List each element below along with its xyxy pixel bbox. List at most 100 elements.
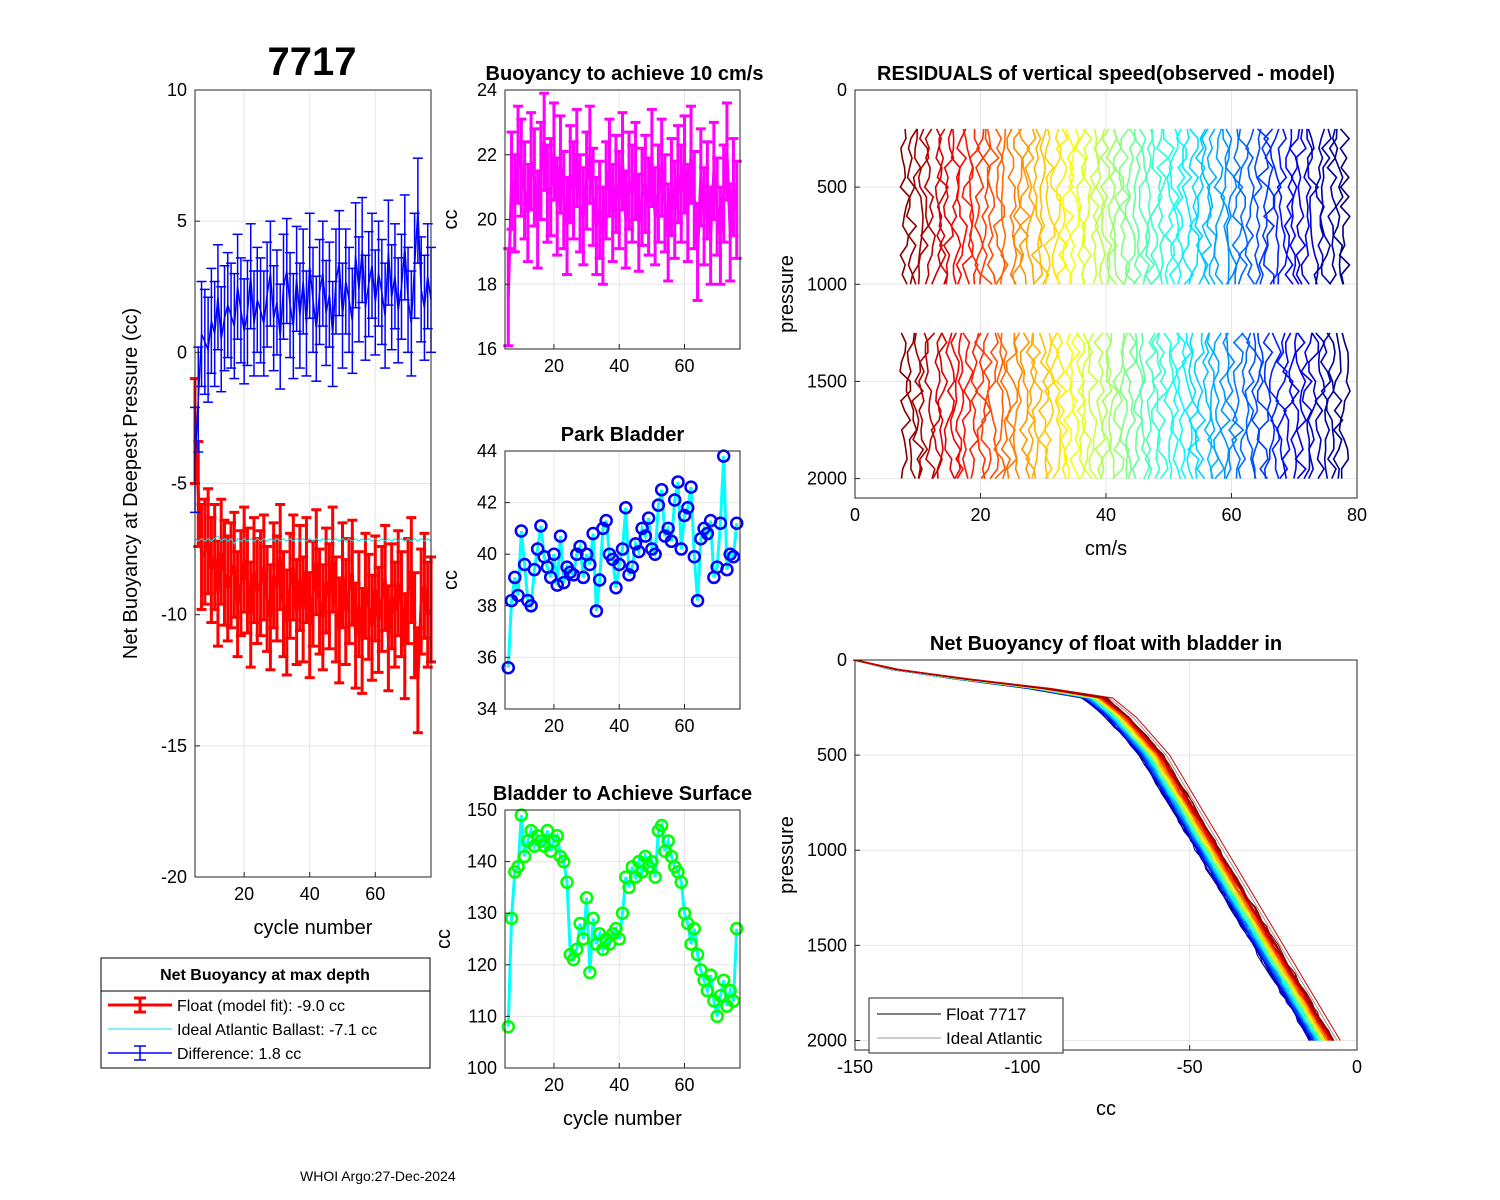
data-point	[514, 524, 529, 538]
data-point	[547, 547, 561, 561]
x-tick-label: 40	[609, 716, 629, 736]
legend-label-float: Float (model fit): -9.0 cc	[177, 998, 345, 1015]
residual-profile	[1325, 332, 1337, 479]
residual-profile	[917, 332, 929, 479]
data-point	[632, 544, 646, 559]
residual-profile	[1276, 128, 1288, 285]
y-tick-label: 22	[477, 145, 497, 165]
data-point	[726, 550, 741, 564]
y-tick-label: 0	[837, 650, 847, 670]
residual-profile	[955, 128, 968, 285]
data-point	[557, 854, 571, 869]
residual-profile	[961, 332, 974, 479]
data-point	[710, 1009, 724, 1024]
residual-profile	[1306, 128, 1320, 285]
residual-profile	[980, 128, 993, 285]
residual-profile	[1138, 128, 1151, 285]
residual-profile	[1307, 332, 1320, 479]
y-axis-label: pressure	[776, 255, 798, 333]
residual-profile	[968, 128, 981, 285]
x-tick-label: 20	[544, 1075, 564, 1095]
residual-profile	[1025, 332, 1037, 479]
residual-profile	[1220, 128, 1230, 285]
data-point	[703, 968, 718, 982]
y-tick-label: 36	[477, 647, 497, 667]
data-point	[720, 562, 734, 577]
data-point	[664, 534, 679, 549]
residual-profile	[1206, 128, 1218, 285]
data-point	[651, 498, 666, 512]
residual-profile	[1252, 128, 1263, 285]
data-point	[729, 921, 744, 936]
residual-profile	[905, 332, 918, 479]
legend2-frame	[868, 997, 1064, 1054]
data-point	[628, 537, 643, 551]
residual-profile	[1132, 128, 1143, 285]
data-point	[508, 570, 522, 585]
y-tick-label: 1500	[807, 371, 847, 391]
park-bladder-panel: 20 40 60 34 36 38 40 42 44 Park Bladder cc	[440, 424, 744, 736]
residual-profile	[1332, 332, 1344, 479]
axes-title: RESIDUALS of vertical speed(observed - m…	[877, 63, 1335, 85]
residual-profile	[1283, 128, 1295, 285]
residual-profile	[1244, 128, 1256, 285]
residual-profile	[1256, 128, 1270, 285]
residual-profile	[924, 332, 936, 479]
residual-profile	[1093, 332, 1106, 479]
residuals-panel: 0 20 40 60 80 0 500 1000 1500 2000 RESIDUALS of ve…	[776, 63, 1367, 560]
data-point	[716, 973, 731, 988]
data-point	[635, 521, 649, 536]
figure-title: 7717	[268, 40, 357, 84]
residual-profile	[1043, 128, 1056, 285]
y-tick-label: -10	[161, 605, 187, 625]
y-tick-label: -20	[161, 867, 187, 887]
residual-profile	[968, 332, 980, 479]
data-point	[501, 660, 516, 675]
data-point	[654, 482, 669, 497]
residual-profile	[1089, 128, 1100, 285]
residual-profile	[1030, 332, 1043, 479]
x-tick-label: 60	[1221, 505, 1241, 525]
residual-profile	[1144, 332, 1157, 479]
residual-profile	[1201, 332, 1213, 479]
y-tick-label: 1000	[807, 840, 847, 860]
y-tick-label: 500	[817, 177, 847, 197]
buoyancy-profile-outlier	[854, 659, 1341, 1041]
axes-box	[854, 659, 1358, 1051]
y-tick-label: 42	[477, 493, 497, 513]
data-point	[534, 519, 548, 533]
residual-profile	[1231, 128, 1244, 285]
residual-profile	[1251, 332, 1263, 479]
figure-title-group: 7717	[268, 40, 357, 84]
residual-profile	[1225, 332, 1239, 479]
residual-profile	[1256, 332, 1270, 480]
residual-profile	[1163, 332, 1175, 479]
residual-profile	[923, 128, 937, 285]
data-point	[576, 570, 591, 585]
data-point	[690, 593, 705, 608]
y-tick-label: 20	[477, 210, 497, 230]
net-buoyancy-panel: 20 40 60 -20 -15 -10 -5 0 5 10 cycle number Net Buo…	[120, 80, 436, 939]
legend-title: Net Buoyancy at max depth	[160, 967, 370, 984]
y-tick-label: 1000	[807, 274, 847, 294]
residual-profile	[917, 128, 930, 285]
data-point	[612, 932, 626, 946]
data-point	[573, 916, 587, 931]
residual-profile	[1294, 332, 1307, 480]
residual-profile	[1099, 128, 1113, 285]
x-tick-label: 60	[674, 356, 694, 376]
residual-profile	[1175, 128, 1188, 285]
x-tick-label: 80	[1347, 505, 1367, 525]
data-point	[583, 965, 597, 980]
y-tick-label: 16	[477, 339, 497, 359]
residual-profile	[1275, 332, 1289, 480]
data-point	[550, 829, 564, 843]
residual-profile	[1331, 128, 1344, 285]
data-point	[583, 557, 597, 572]
net-buoyancy-bladder-panel: -150 -100 -50 0 0 500 1000 1500 2000 Net Buoyancy…	[776, 633, 1362, 1120]
data-point	[586, 911, 600, 926]
data-point	[517, 849, 532, 864]
residual-profile	[936, 128, 949, 285]
data-point	[553, 529, 568, 543]
